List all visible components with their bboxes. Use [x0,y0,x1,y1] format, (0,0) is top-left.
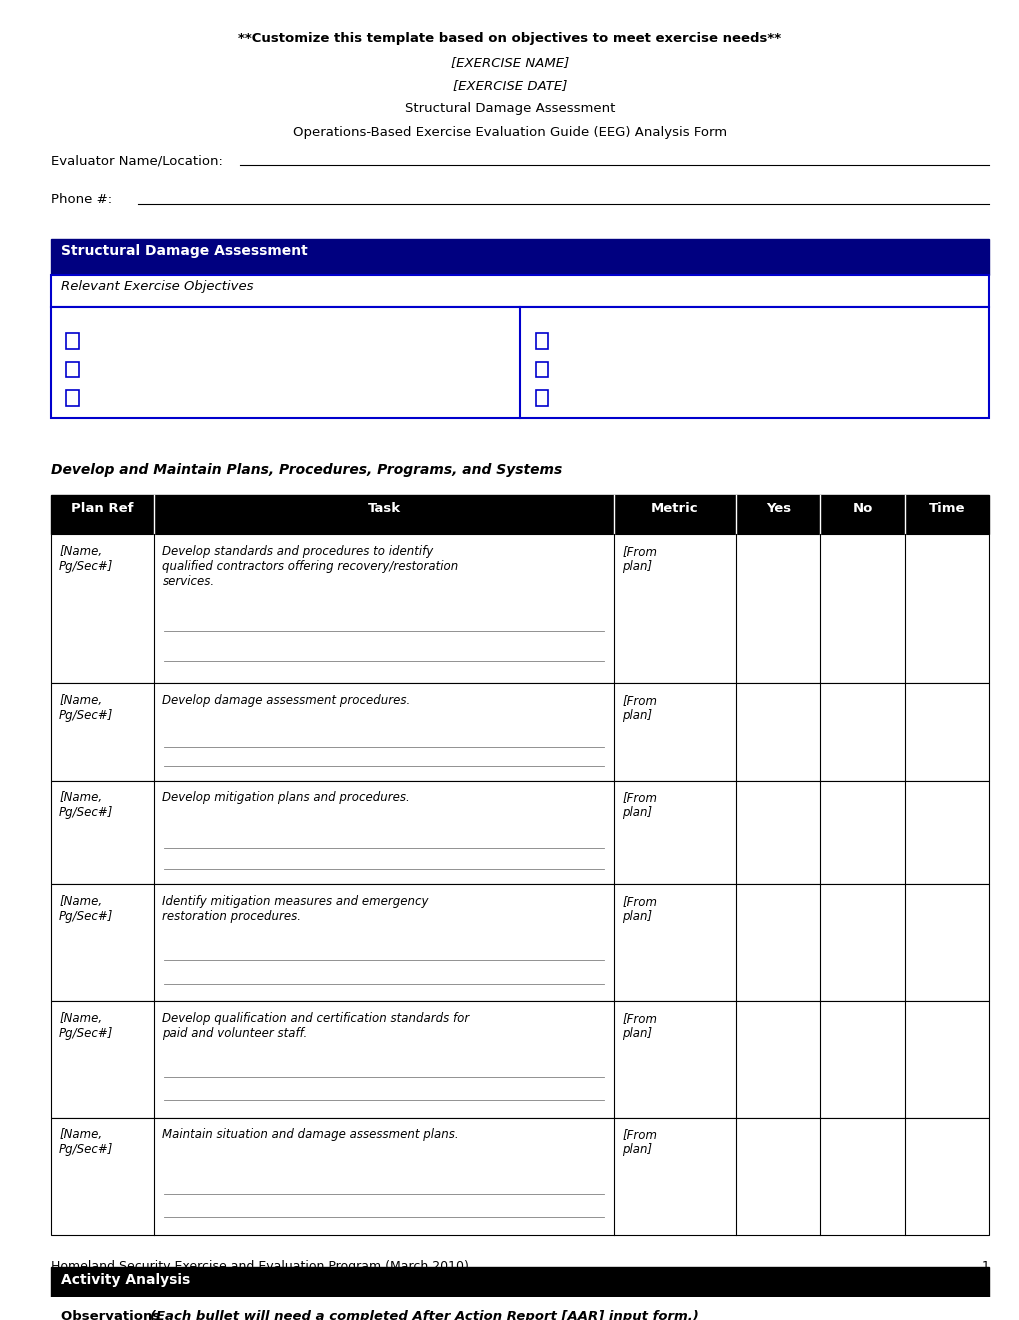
Text: Structural Damage Assessment: Structural Damage Assessment [405,103,614,115]
Text: (Each bullet will need a completed After Action Report [AAR] input form.): (Each bullet will need a completed After… [150,1309,698,1320]
Bar [66,362,78,378]
Text: Time: Time [928,502,964,515]
Text: Plan Ref: Plan Ref [71,502,133,515]
Bar [51,495,988,535]
Text: Metric: Metric [650,502,698,515]
Text: Observations: Observations [61,1309,165,1320]
Text: [Name,
Pg/Sec#]: [Name, Pg/Sec#] [59,545,113,573]
Text: [EXERCISE NAME]: [EXERCISE NAME] [450,55,569,69]
Text: Structural Damage Assessment: Structural Damage Assessment [61,244,308,257]
Bar [51,684,988,780]
Text: Maintain situation and damage assessment plans.: Maintain situation and damage assessment… [162,1129,459,1142]
Bar [51,1118,988,1234]
Text: [From
plan]: [From plan] [622,1011,656,1040]
Bar [535,362,547,378]
Text: [Name,
Pg/Sec#]: [Name, Pg/Sec#] [59,895,113,923]
Text: Activity Analysis: Activity Analysis [61,1274,191,1287]
Bar [51,1001,988,1118]
Bar [51,239,988,275]
Bar [51,535,988,684]
Bar [66,333,78,348]
Text: Develop qualification and certification standards for
paid and volunteer staff.: Develop qualification and certification … [162,1011,469,1040]
Text: [Name,
Pg/Sec#]: [Name, Pg/Sec#] [59,694,113,722]
Text: [EXERCISE DATE]: [EXERCISE DATE] [452,79,567,92]
Text: [From
plan]: [From plan] [622,545,656,573]
Text: Identify mitigation measures and emergency
restoration procedures.: Identify mitigation measures and emergen… [162,895,428,923]
Text: Operations-Based Exercise Evaluation Guide (EEG) Analysis Form: Operations-Based Exercise Evaluation Gui… [292,125,727,139]
Text: Task: Task [367,502,400,515]
Bar [51,1267,988,1303]
Bar [535,391,547,407]
Bar [51,780,988,884]
Bar [51,308,988,417]
Text: [Name,
Pg/Sec#]: [Name, Pg/Sec#] [59,1011,113,1040]
Bar [51,884,988,1001]
Text: [From
plan]: [From plan] [622,791,656,820]
Text: Develop damage assessment procedures.: Develop damage assessment procedures. [162,694,411,706]
Text: 1: 1 [980,1261,988,1274]
Text: Develop and Maintain Plans, Procedures, Programs, and Systems: Develop and Maintain Plans, Procedures, … [51,463,561,477]
Text: **Customize this template based on objectives to meet exercise needs**: **Customize this template based on objec… [238,33,781,45]
Text: No: No [852,502,872,515]
Text: [Name,
Pg/Sec#]: [Name, Pg/Sec#] [59,1129,113,1156]
Text: Homeland Security Exercise and Evaluation Program (March 2010): Homeland Security Exercise and Evaluatio… [51,1261,469,1274]
Bar [51,1303,988,1320]
Text: [Name,
Pg/Sec#]: [Name, Pg/Sec#] [59,791,113,820]
Bar [51,275,988,308]
Text: Develop mitigation plans and procedures.: Develop mitigation plans and procedures. [162,791,410,804]
Text: Evaluator Name/Location:: Evaluator Name/Location: [51,154,223,168]
Text: Relevant Exercise Objectives: Relevant Exercise Objectives [61,280,254,293]
Text: Phone #:: Phone #: [51,193,112,206]
Text: Develop standards and procedures to identify
qualified contractors offering reco: Develop standards and procedures to iden… [162,545,459,587]
Text: [From
plan]: [From plan] [622,694,656,722]
Text: [From
plan]: [From plan] [622,1129,656,1156]
Text: Yes: Yes [765,502,790,515]
Bar [535,333,547,348]
Bar [66,391,78,407]
Text: [From
plan]: [From plan] [622,895,656,923]
